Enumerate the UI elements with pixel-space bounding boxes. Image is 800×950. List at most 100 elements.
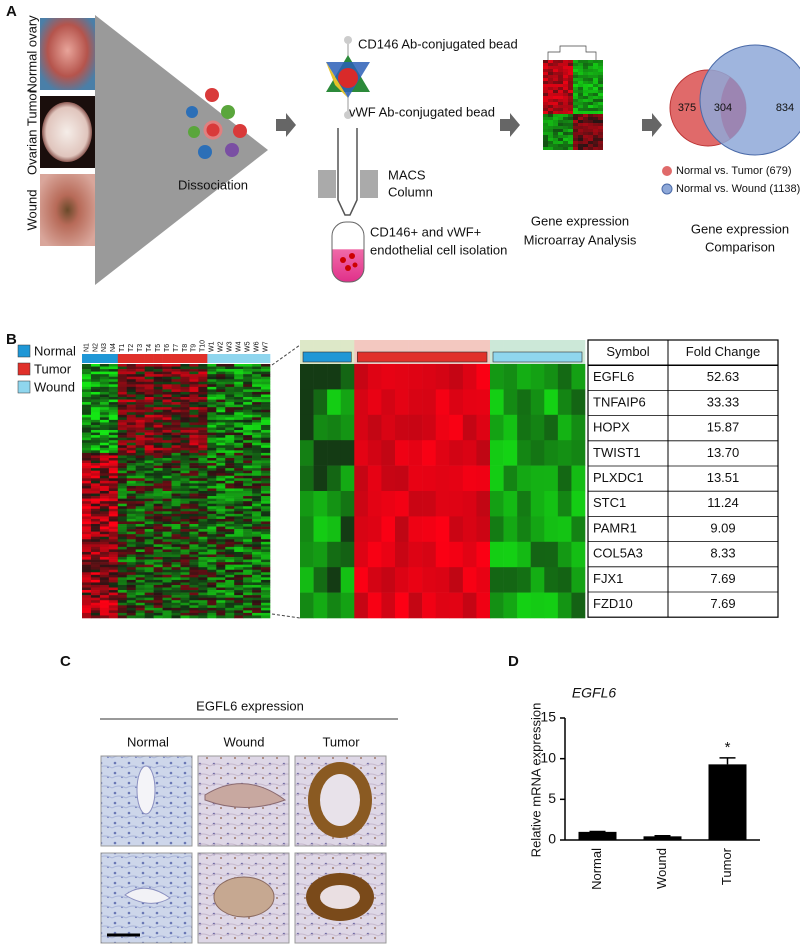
heatmap-cell	[153, 516, 163, 520]
heatmap-cell	[99, 447, 110, 451]
heatmap-cell	[99, 526, 110, 530]
heatmap-cell	[568, 90, 573, 93]
heatmap-cell	[82, 546, 92, 550]
heatmap-cell	[543, 114, 548, 117]
table-cell: 13.70	[707, 445, 740, 460]
heatmap-cell	[90, 419, 101, 423]
heatmap-cell	[189, 391, 199, 395]
heatmap-cell	[108, 572, 119, 576]
heatmap-cell	[578, 126, 583, 129]
heatmap-cell	[117, 592, 128, 596]
heatmap-cell	[207, 457, 217, 461]
venn-legend-marker	[661, 183, 673, 195]
heatmap-cell	[216, 592, 226, 596]
heatmap-cell	[189, 577, 199, 581]
heatmap-cell	[252, 577, 262, 581]
heatmap-cell	[252, 407, 262, 411]
heatmap-cell	[82, 447, 92, 451]
table-border	[587, 339, 779, 618]
heatmap-cell	[216, 534, 226, 538]
heatmap-cell	[171, 615, 181, 619]
heatmap-cell	[162, 544, 172, 548]
heatmap-cell	[180, 501, 190, 504]
heatmap-cell	[216, 364, 226, 367]
heatmap-cell	[162, 394, 172, 398]
heatmap-cell	[189, 399, 199, 403]
table-cell: 8.33	[710, 546, 735, 561]
heatmap-cell	[252, 602, 262, 606]
heatmap-cell	[180, 549, 190, 553]
heatmap-cell	[198, 584, 208, 588]
heatmap-cell	[252, 488, 262, 492]
heatmap-cell	[225, 397, 235, 400]
heatmap-cell	[243, 470, 253, 474]
heatmap-cell	[99, 412, 110, 416]
heatmap-cell	[252, 513, 262, 517]
heatmap-cell	[367, 440, 382, 466]
heatmap-cell	[207, 447, 217, 451]
heatmap-cell	[180, 381, 190, 385]
heatmap-cell	[234, 590, 244, 593]
heatmap-cell	[90, 607, 101, 611]
heatmap-cell	[216, 597, 226, 601]
heatmap-cell	[573, 114, 578, 117]
heatmap-cell	[153, 564, 163, 568]
heatmap-cell	[108, 432, 119, 436]
heatmap-cell	[225, 554, 235, 558]
heatmap-cell	[82, 450, 92, 454]
heatmap-cell	[189, 590, 199, 593]
heatmap-cell	[578, 72, 583, 75]
heatmap-cell	[135, 539, 145, 543]
heatmap-cell	[234, 480, 244, 484]
heatmap-cell	[90, 391, 101, 395]
heatmap-cell	[171, 493, 181, 497]
heatmap-cell	[588, 90, 593, 93]
heatmap-cell	[126, 491, 137, 494]
heatmap-cell	[578, 66, 583, 69]
heatmap-cell	[135, 366, 145, 370]
heatmap-cell	[189, 546, 199, 550]
heatmap-cell	[234, 513, 244, 517]
heatmap-cell	[198, 475, 208, 479]
heatmap-cell	[243, 430, 253, 433]
heatmap-cell	[135, 567, 145, 571]
heatmap-cell	[530, 541, 545, 568]
heatmap-cell	[162, 557, 172, 560]
heatmap-cell	[126, 498, 137, 502]
heatmap-cell	[588, 78, 593, 81]
heatmap-cell	[198, 511, 208, 515]
heatmap-cell	[225, 539, 235, 543]
heatmap-cell	[243, 386, 253, 390]
heatmap-cell	[189, 582, 199, 586]
heatmap-cell	[153, 483, 163, 487]
heatmap-cell	[189, 518, 199, 522]
heatmap-cell	[144, 419, 154, 423]
heatmap-cell	[553, 135, 558, 138]
heatmap-cell	[553, 66, 558, 69]
heatmap-cell	[180, 513, 190, 517]
heatmap-cell	[135, 605, 145, 609]
column-label: W5	[244, 341, 251, 352]
heatmap-cell	[476, 567, 491, 593]
heatmap-cell	[126, 511, 137, 515]
heatmap-cell	[563, 141, 568, 144]
heatmap-cell	[598, 147, 603, 150]
heatmap-cell	[153, 562, 163, 565]
heatmap-cell	[117, 369, 128, 372]
heatmap-cell	[557, 592, 572, 619]
heatmap-cell	[117, 371, 128, 375]
heatmap-cell	[135, 394, 145, 398]
heatmap-cell	[171, 440, 181, 444]
heatmap-cell	[108, 615, 119, 619]
heatmap-cell	[395, 465, 409, 492]
heatmap-cell	[90, 564, 101, 568]
heatmap-cell	[553, 129, 558, 132]
heatmap-cell	[126, 419, 137, 423]
heatmap-cell	[571, 389, 586, 416]
heatmap-cell	[568, 63, 573, 66]
heatmap-cell	[153, 412, 163, 416]
heatmap-cell	[225, 605, 235, 609]
heatmap-cell	[243, 384, 253, 388]
heatmap-cell	[180, 488, 190, 492]
heatmap-cell	[548, 126, 553, 129]
